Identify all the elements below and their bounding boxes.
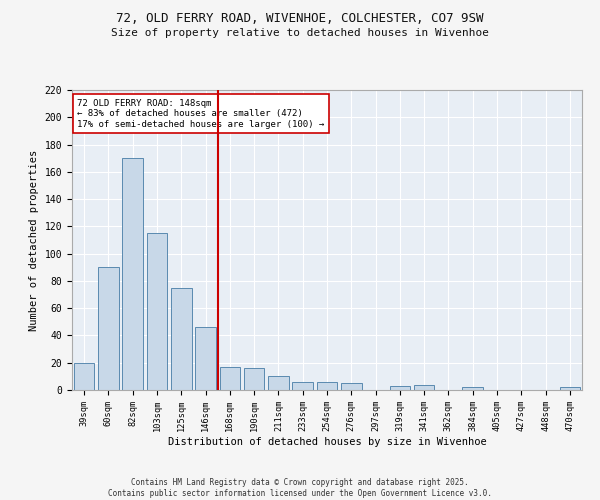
Bar	[74, 362, 94, 390]
Text: 72, OLD FERRY ROAD, WIVENHOE, COLCHESTER, CO7 9SW: 72, OLD FERRY ROAD, WIVENHOE, COLCHESTER…	[116, 12, 484, 26]
Text: 72 OLD FERRY ROAD: 148sqm
← 83% of detached houses are smaller (472)
17% of semi: 72 OLD FERRY ROAD: 148sqm ← 83% of detac…	[77, 99, 325, 129]
Bar	[171, 288, 191, 390]
Bar	[122, 158, 143, 390]
Bar	[98, 268, 119, 390]
Bar	[463, 388, 483, 390]
Bar	[244, 368, 265, 390]
Y-axis label: Number of detached properties: Number of detached properties	[29, 150, 39, 330]
Bar	[146, 233, 167, 390]
Text: Contains HM Land Registry data © Crown copyright and database right 2025.
Contai: Contains HM Land Registry data © Crown c…	[108, 478, 492, 498]
Bar	[292, 382, 313, 390]
Bar	[195, 328, 216, 390]
Bar	[268, 376, 289, 390]
X-axis label: Distribution of detached houses by size in Wivenhoe: Distribution of detached houses by size …	[167, 437, 487, 447]
Bar	[389, 386, 410, 390]
Bar	[560, 388, 580, 390]
Bar	[220, 367, 240, 390]
Bar	[317, 382, 337, 390]
Bar	[341, 383, 362, 390]
Bar	[414, 384, 434, 390]
Text: Size of property relative to detached houses in Wivenhoe: Size of property relative to detached ho…	[111, 28, 489, 38]
